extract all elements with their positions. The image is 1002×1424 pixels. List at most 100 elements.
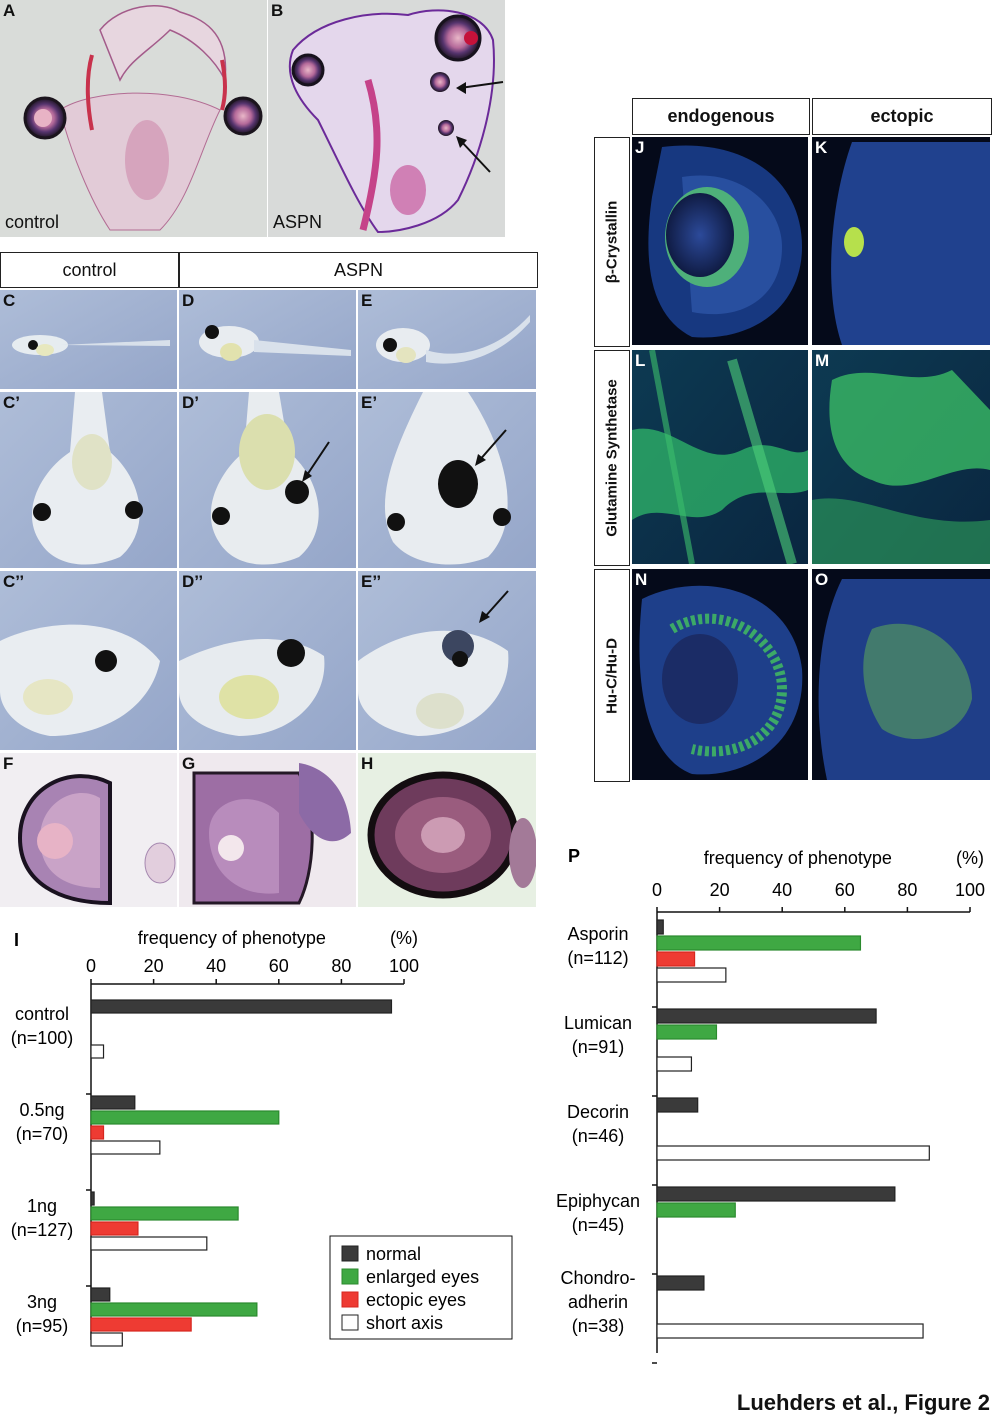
panel-label: D’’ bbox=[182, 572, 204, 591]
panel-d2-image: D’’ bbox=[179, 571, 356, 750]
legend-label: ectopic eyes bbox=[366, 1290, 466, 1310]
x-tick-label: 0 bbox=[652, 880, 662, 900]
control-header: control bbox=[0, 252, 179, 288]
bar-ectopic bbox=[90, 1317, 192, 1332]
panel-a-image: A control bbox=[0, 0, 267, 237]
condition-label: control bbox=[5, 212, 60, 232]
panel-j-image: J bbox=[632, 137, 808, 345]
chart-unit: (%) bbox=[956, 848, 984, 868]
bar-normal bbox=[656, 1008, 877, 1024]
x-tick-label: 20 bbox=[710, 880, 730, 900]
panel-e2-image: E’’ bbox=[358, 571, 536, 750]
bar-enlarged bbox=[90, 1110, 280, 1125]
category-label: Decorin bbox=[567, 1102, 629, 1122]
x-tick-label: 80 bbox=[897, 880, 917, 900]
bar-normal bbox=[656, 1275, 705, 1291]
category-label: (n=45) bbox=[572, 1215, 625, 1235]
x-tick-label: 60 bbox=[835, 880, 855, 900]
figure-footer: Luehders et al., Figure 2 bbox=[736, 1390, 990, 1415]
x-tick-label: 100 bbox=[955, 880, 985, 900]
category-label: (n=70) bbox=[16, 1124, 69, 1144]
chart-unit: (%) bbox=[390, 928, 418, 948]
row-label-glutamine: Glutamine Synthetase bbox=[594, 350, 630, 566]
panel-label: N bbox=[635, 570, 648, 589]
bar-ectopic bbox=[90, 1221, 139, 1236]
panel-label: O bbox=[815, 570, 829, 589]
row-label-text: β-Crystallin bbox=[603, 200, 621, 284]
legend-label: normal bbox=[366, 1244, 421, 1264]
header-text: ASPN bbox=[333, 259, 384, 280]
category-label: (n=112) bbox=[567, 948, 628, 968]
panel-label: M bbox=[815, 351, 830, 370]
bar-short-axis bbox=[90, 1332, 123, 1347]
bar-short-axis bbox=[656, 1323, 924, 1339]
bar-short-axis bbox=[90, 1044, 105, 1059]
legend-swatch-ectopic bbox=[341, 1291, 359, 1308]
category-label: 1ng bbox=[27, 1196, 57, 1216]
bar-normal bbox=[90, 1095, 136, 1110]
row-label-huc: Hu-C/Hu-D bbox=[594, 569, 630, 782]
legend-swatch-normal bbox=[341, 1245, 359, 1262]
category-label: (n=127) bbox=[11, 1220, 74, 1240]
panel-b-image: B ASPN bbox=[268, 0, 505, 237]
category-label: (n=38) bbox=[572, 1316, 625, 1336]
panel-c1-image: C’ bbox=[0, 392, 177, 568]
header-text: endogenous bbox=[667, 106, 775, 126]
x-tick-label: 100 bbox=[389, 956, 419, 976]
category-label: (n=95) bbox=[16, 1316, 69, 1336]
panel-label: D bbox=[182, 291, 195, 310]
category-label: 3ng bbox=[27, 1292, 57, 1312]
panel-label: F bbox=[3, 754, 14, 773]
legend-swatch-short-axis bbox=[341, 1314, 359, 1331]
condition-label: ASPN bbox=[273, 212, 323, 232]
category-label: control bbox=[15, 1004, 69, 1024]
panel-g-image: G bbox=[179, 753, 356, 907]
bar-ectopic bbox=[90, 1125, 105, 1140]
panel-label: D’ bbox=[182, 393, 199, 412]
row-label-text: Glutamine Synthetase bbox=[603, 379, 621, 537]
chart-panel-label: I bbox=[14, 930, 19, 950]
category-label: Asporin bbox=[567, 924, 628, 944]
header-text: ectopic bbox=[870, 106, 934, 126]
row-label-text: Hu-C/Hu-D bbox=[603, 637, 621, 714]
panel-m-image: M bbox=[812, 350, 990, 564]
panel-d1-image: D’ bbox=[179, 392, 356, 568]
chart-title: frequency of phenotype bbox=[138, 928, 326, 948]
x-tick-label: 80 bbox=[331, 956, 351, 976]
bar-enlarged bbox=[656, 1024, 718, 1040]
category-label: (n=100) bbox=[11, 1028, 74, 1048]
panel-f-image: F bbox=[0, 753, 177, 907]
panel-label: C’’ bbox=[3, 572, 25, 591]
panel-label: J bbox=[635, 138, 645, 157]
x-tick-label: 0 bbox=[86, 956, 96, 976]
chart-title: frequency of phenotype bbox=[704, 848, 892, 868]
panel-c2-image: C’’ bbox=[0, 571, 177, 750]
chart-panel-label: P bbox=[568, 846, 580, 866]
category-label: (n=46) bbox=[572, 1126, 625, 1146]
panel-label: A bbox=[3, 1, 16, 20]
x-tick-label: 40 bbox=[206, 956, 226, 976]
aspn-header: ASPN bbox=[179, 252, 538, 288]
panel-e1-image: E’ bbox=[358, 392, 536, 568]
bar-normal bbox=[90, 1287, 111, 1302]
ectopic-header: ectopic bbox=[812, 98, 992, 135]
x-tick-label: 60 bbox=[269, 956, 289, 976]
bar-enlarged bbox=[656, 1202, 736, 1218]
x-tick-label: 20 bbox=[144, 956, 164, 976]
bar-short-axis bbox=[656, 967, 727, 983]
panel-d-image: D bbox=[179, 290, 356, 389]
bar-normal bbox=[656, 919, 664, 935]
panel-label: B bbox=[271, 1, 284, 20]
panel-c-image: C bbox=[0, 290, 177, 389]
panel-e-image: E bbox=[358, 290, 536, 389]
category-label: Chondro- bbox=[560, 1268, 635, 1288]
panel-k-image: K bbox=[812, 137, 990, 345]
panel-h-image: H bbox=[358, 753, 536, 907]
bar-enlarged bbox=[90, 1302, 258, 1317]
bar-short-axis bbox=[90, 1236, 208, 1251]
bar-short-axis bbox=[656, 1056, 693, 1072]
panel-label: E’ bbox=[361, 393, 378, 412]
category-label: Lumican bbox=[564, 1013, 632, 1033]
